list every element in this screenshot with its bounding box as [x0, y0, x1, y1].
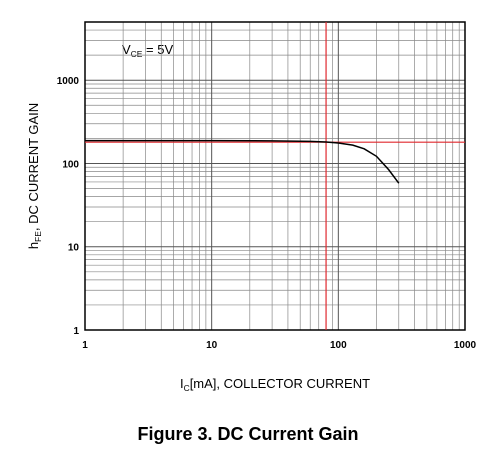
chart-title: Figure 3. DC Current Gain	[137, 424, 358, 444]
y-tick-label: 100	[62, 159, 79, 170]
x-tick-label: 10	[206, 340, 218, 351]
main: I	[180, 376, 184, 391]
x-axis-label: IC[mA], COLLECTOR CURRENT	[180, 376, 370, 393]
y-tick-label: 1000	[57, 76, 80, 87]
x-tick-label: 100	[330, 340, 347, 351]
subscript: CE	[131, 49, 143, 59]
label-text: VCE = 5V	[122, 42, 173, 59]
y-axis-label: hFE, DC CURRENT GAIN	[26, 103, 43, 249]
rest: [mA], COLLECTOR CURRENT	[190, 376, 370, 391]
y-tick-label: 10	[68, 243, 80, 254]
main: h	[26, 242, 41, 249]
x-tick-label: 1	[82, 340, 88, 351]
main: V	[122, 42, 131, 57]
rest: , DC CURRENT GAIN	[26, 103, 41, 231]
rest: = 5V	[142, 42, 173, 57]
data-line	[85, 139, 400, 184]
x-tick-label: 1000	[454, 340, 477, 351]
subscript: FE	[33, 231, 43, 242]
label-text: hFE, DC CURRENT GAIN	[26, 103, 43, 249]
subscript: C	[184, 383, 190, 393]
annotation: VCE = 5V	[110, 36, 190, 62]
plot-frame	[84, 21, 466, 331]
y-tick-label: 1	[73, 326, 79, 337]
label-text: IC[mA], COLLECTOR CURRENT	[180, 376, 370, 393]
